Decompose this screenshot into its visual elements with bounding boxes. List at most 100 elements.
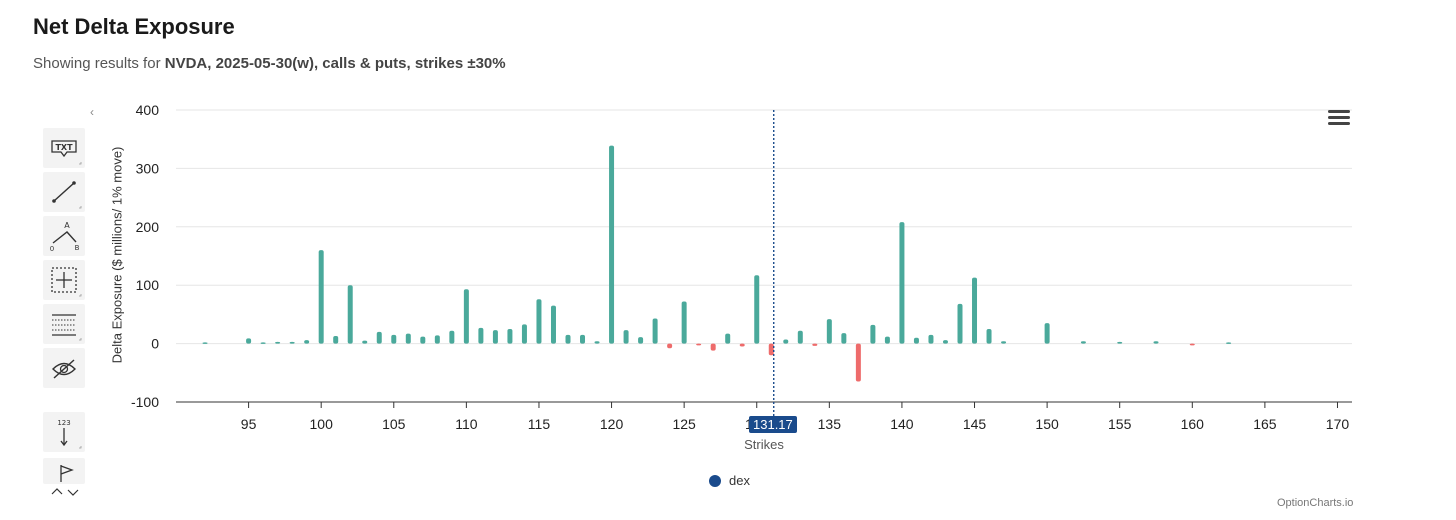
x-tick-label: 155 (1108, 416, 1132, 432)
bar (797, 330, 803, 344)
grid-tool[interactable] (43, 304, 85, 344)
bar (681, 301, 687, 344)
hide-tool[interactable] (43, 348, 85, 388)
bar (260, 342, 266, 344)
grid-lines-icon (52, 314, 82, 341)
bar (826, 319, 832, 344)
bar (884, 336, 890, 344)
bar (942, 340, 948, 344)
bar (667, 343, 673, 349)
bar (739, 343, 745, 347)
bar (972, 277, 978, 344)
bar (1226, 342, 1232, 344)
bar (449, 330, 455, 344)
bar (768, 343, 774, 356)
x-tick-label: 125 (672, 416, 696, 432)
toolbar-scroll-arrows[interactable] (47, 486, 87, 498)
x-tick-label: 115 (528, 416, 551, 432)
crosshair-icon (51, 267, 82, 297)
measure-tool[interactable]: A 0 B (43, 216, 85, 256)
y-tick-label: 100 (136, 277, 160, 293)
bar (478, 327, 484, 344)
bar (957, 303, 963, 344)
bar (362, 340, 368, 344)
x-tick-label: 135 (818, 416, 842, 432)
bar (1080, 341, 1086, 344)
bar (246, 338, 252, 344)
bar (696, 343, 702, 346)
x-tick-label: 160 (1181, 416, 1205, 432)
bar (986, 329, 992, 344)
bar (405, 333, 411, 344)
bar (507, 329, 513, 344)
bar (434, 335, 440, 344)
y-tick-label: 300 (136, 160, 160, 176)
bar (594, 341, 600, 344)
bar (899, 222, 905, 344)
hamburger-menu-icon[interactable] (1328, 110, 1350, 128)
bar (391, 334, 397, 344)
flag-tool[interactable] (43, 458, 85, 484)
bar (333, 336, 339, 344)
credits-link[interactable]: OptionCharts.io (1277, 497, 1354, 509)
x-axis-title: Strikes (744, 437, 784, 452)
y-tick-label: -100 (131, 394, 159, 410)
x-tick-label: 170 (1326, 416, 1350, 432)
text-annotation-icon: TXT (51, 140, 82, 165)
bar (841, 333, 847, 344)
bar (550, 305, 556, 344)
bar (623, 330, 629, 344)
bar (1044, 323, 1050, 344)
x-tick-label: 140 (890, 416, 914, 432)
bar (725, 333, 731, 344)
y-axis-title: Delta Exposure ($ millions/ 1% move) (109, 146, 125, 364)
x-tick-label: 120 (600, 416, 624, 432)
x-tick-label: 95 (241, 416, 257, 432)
svg-text:B: B (75, 244, 80, 252)
bar (275, 341, 281, 344)
x-tick-label: 110 (455, 416, 478, 432)
bar (463, 289, 469, 344)
bar (783, 339, 789, 344)
bar (754, 275, 760, 344)
bar (304, 340, 310, 344)
chevron-up-down-icon (51, 488, 79, 496)
bar (812, 343, 818, 346)
bar (492, 330, 498, 344)
bar (347, 285, 353, 344)
bar (521, 324, 527, 344)
legend-label: dex (729, 473, 750, 488)
y-tick-label: 0 (151, 336, 159, 352)
bar (913, 337, 919, 344)
crosshair-tool[interactable] (43, 260, 85, 300)
collapse-toolbar-button[interactable]: ‹ (90, 105, 94, 119)
annotation-toolbar: ‹ TXT A 0 B (43, 105, 94, 520)
legend-item-dex[interactable]: dex (709, 473, 750, 488)
label-tool[interactable]: 123 (43, 412, 85, 452)
bar (289, 341, 295, 344)
bar (202, 342, 208, 344)
svg-text:A: A (64, 221, 70, 230)
svg-text:123: 123 (57, 419, 70, 427)
subtitle-query: NVDA, 2025-05-30(w), calls & puts, strik… (164, 55, 506, 72)
page-title: Net Delta Exposure (33, 14, 235, 39)
sequence-label-icon: 123 (57, 419, 82, 449)
bar (870, 324, 876, 344)
bar (565, 334, 571, 344)
svg-text:0: 0 (50, 245, 54, 253)
legend-marker (709, 474, 721, 487)
y-tick-label: 400 (136, 102, 160, 118)
x-tick-label: 105 (382, 416, 406, 432)
bar (376, 331, 382, 344)
bar (536, 299, 542, 344)
bar (1153, 341, 1159, 344)
x-tick-label: 165 (1253, 416, 1277, 432)
bar (580, 334, 586, 344)
x-tick-label: 100 (310, 416, 334, 432)
x-tick-label: 150 (1035, 416, 1059, 432)
bar (855, 343, 861, 382)
bar (318, 250, 324, 344)
text-annotation-tool[interactable]: TXT (43, 128, 85, 168)
bar (638, 337, 644, 344)
line-tool[interactable] (43, 172, 85, 212)
